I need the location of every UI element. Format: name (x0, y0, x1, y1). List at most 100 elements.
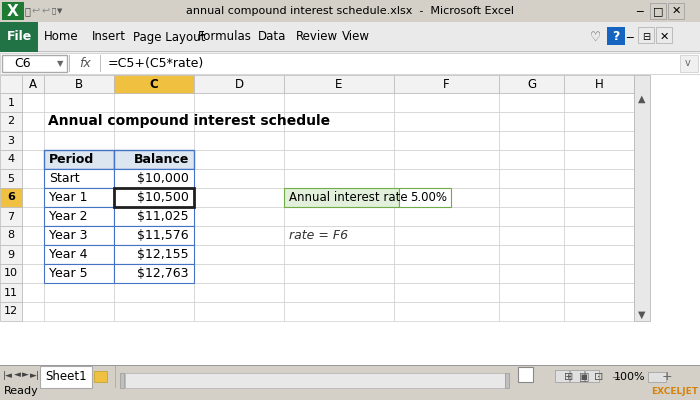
Bar (44, 150, 114, 169)
Bar (499, 226, 564, 245)
Bar (394, 207, 499, 226)
Bar (44, 169, 114, 188)
Text: H: H (594, 78, 603, 90)
Bar (499, 245, 564, 264)
Text: 10: 10 (4, 268, 18, 278)
Bar (114, 264, 194, 283)
Text: Annual compound interest schedule: Annual compound interest schedule (48, 114, 330, 128)
Text: 2: 2 (8, 116, 15, 126)
Text: +: + (662, 370, 672, 384)
Bar (44, 264, 114, 283)
Text: ▼: ▼ (57, 59, 63, 68)
Bar (284, 245, 394, 264)
Text: Period: Period (49, 153, 94, 166)
Text: $10,000: $10,000 (137, 172, 189, 185)
Bar (394, 150, 499, 169)
Bar (0, 93, 22, 112)
Bar (22, 283, 44, 302)
Bar (499, 150, 564, 169)
Bar (564, 75, 634, 93)
Bar (114, 188, 194, 207)
Text: ▲: ▲ (638, 94, 645, 104)
Bar (0, 52, 700, 75)
Bar (44, 283, 114, 302)
Bar (114, 226, 194, 245)
Bar (114, 283, 194, 302)
Bar (114, 302, 194, 321)
Bar (585, 370, 599, 382)
Bar (0, 169, 22, 188)
Text: Balance: Balance (134, 153, 189, 166)
Bar (44, 226, 114, 245)
Text: G: G (527, 78, 536, 90)
Bar (114, 207, 194, 226)
Text: 6: 6 (7, 192, 15, 202)
Bar (44, 112, 114, 131)
Text: ─: ─ (636, 6, 643, 16)
Bar (0, 365, 700, 400)
Text: ►: ► (22, 370, 29, 380)
Bar (648, 372, 666, 382)
Bar (638, 27, 654, 43)
Text: Year 1: Year 1 (49, 191, 88, 204)
Bar (0, 112, 22, 131)
Bar (114, 169, 194, 188)
Bar (394, 226, 499, 245)
Text: ⊟: ⊟ (642, 32, 650, 42)
Bar (22, 150, 44, 169)
Text: $12,763: $12,763 (137, 267, 189, 280)
Bar (69, 55, 70, 72)
Text: View: View (342, 30, 370, 44)
Text: 3: 3 (8, 136, 15, 146)
Bar (44, 245, 114, 264)
Bar (94, 371, 107, 382)
Bar (194, 207, 284, 226)
Bar (284, 93, 394, 112)
Bar (394, 75, 499, 93)
Bar (0, 53, 700, 74)
Bar (114, 188, 194, 207)
Bar (394, 188, 499, 207)
Bar (44, 188, 114, 207)
Bar (0, 226, 22, 245)
Text: 12: 12 (4, 306, 18, 316)
Bar (22, 75, 44, 93)
Bar (194, 264, 284, 283)
Bar (564, 283, 634, 302)
Bar (564, 131, 634, 150)
Bar (499, 169, 564, 188)
Bar (22, 245, 44, 264)
Text: ─: ─ (612, 372, 618, 382)
Bar (194, 112, 284, 131)
Bar (394, 93, 499, 112)
Bar (564, 150, 634, 169)
Bar (194, 75, 284, 93)
Bar (668, 3, 684, 19)
Bar (0, 75, 700, 370)
Text: Insert: Insert (92, 30, 126, 44)
Bar (499, 75, 564, 93)
Bar (499, 264, 564, 283)
Bar (22, 207, 44, 226)
Bar (114, 93, 194, 112)
Text: ⊡: ⊡ (594, 372, 603, 382)
Bar (22, 302, 44, 321)
Bar (499, 302, 564, 321)
Bar (194, 150, 284, 169)
Text: A: A (29, 78, 37, 90)
Text: Home: Home (44, 30, 78, 44)
Bar (194, 169, 284, 188)
Bar (394, 169, 499, 188)
Bar (499, 207, 564, 226)
Bar (634, 75, 650, 321)
Text: E: E (335, 78, 343, 90)
Text: annual compound interest schedule.xlsx  -  Microsoft Excel: annual compound interest schedule.xlsx -… (186, 6, 514, 16)
Bar (0, 150, 22, 169)
Bar (394, 131, 499, 150)
Text: $10,500: $10,500 (137, 191, 189, 204)
Text: ─: ─ (626, 32, 634, 42)
Text: 🖫: 🖫 (24, 6, 30, 16)
Bar (0, 51, 700, 52)
Text: 8: 8 (8, 230, 15, 240)
Bar (284, 150, 394, 169)
